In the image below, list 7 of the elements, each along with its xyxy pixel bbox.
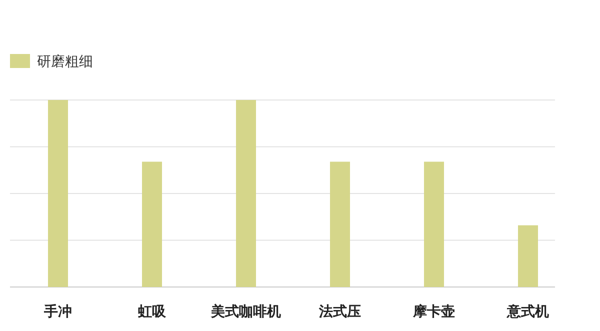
x-tick-label: 法式压 — [318, 303, 361, 319]
x-tick-label: 手冲 — [43, 303, 72, 319]
x-tick-label: 意式机 — [506, 303, 549, 319]
x-tick-label: 虹吸 — [137, 303, 167, 319]
x-tick-label: 摩卡壶 — [412, 303, 455, 319]
legend-label: 研磨粗细 — [37, 53, 93, 69]
x-tick-label: 美式咖啡机 — [210, 303, 281, 319]
